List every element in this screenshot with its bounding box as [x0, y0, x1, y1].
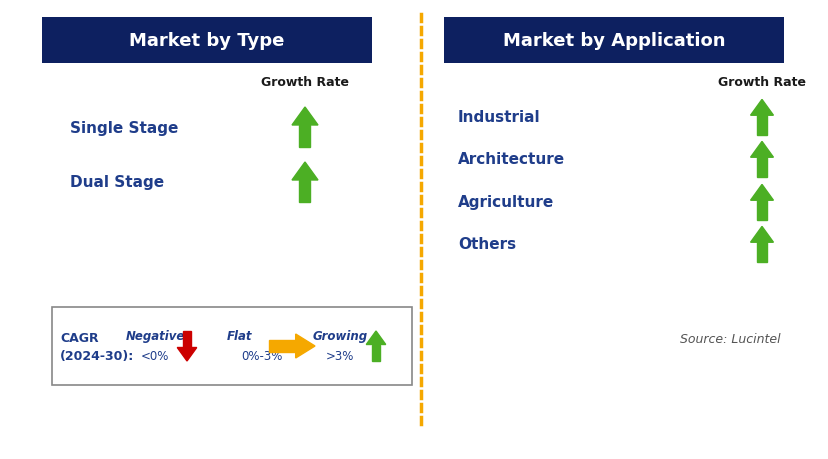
- Text: <0%: <0%: [141, 350, 169, 363]
- Text: Source: Lucintel: Source: Lucintel: [679, 333, 780, 346]
- Bar: [756, 158, 766, 177]
- Polygon shape: [749, 100, 773, 116]
- Bar: [183, 331, 191, 348]
- Text: >3%: >3%: [325, 350, 354, 363]
- Bar: [299, 180, 310, 202]
- Bar: [756, 201, 766, 220]
- Text: Growing: Growing: [312, 330, 367, 343]
- Text: 0%-3%: 0%-3%: [241, 350, 282, 363]
- Bar: [42, 18, 372, 64]
- Text: Flat: Flat: [227, 330, 253, 343]
- Text: CAGR: CAGR: [60, 332, 99, 345]
- Polygon shape: [291, 162, 318, 180]
- Text: Growth Rate: Growth Rate: [717, 75, 805, 88]
- Polygon shape: [749, 185, 773, 201]
- Text: Dual Stage: Dual Stage: [70, 175, 164, 190]
- Text: Others: Others: [457, 237, 516, 252]
- Bar: [268, 340, 296, 352]
- Text: Architecture: Architecture: [457, 152, 565, 167]
- Bar: [299, 126, 310, 148]
- Polygon shape: [366, 331, 385, 345]
- Text: Industrial: Industrial: [457, 110, 540, 125]
- Polygon shape: [749, 227, 773, 243]
- Text: Agriculture: Agriculture: [457, 195, 554, 210]
- Text: (2024-30):: (2024-30):: [60, 350, 134, 363]
- Text: Market by Application: Market by Application: [502, 32, 724, 50]
- Polygon shape: [177, 348, 196, 361]
- Text: Negative: Negative: [125, 330, 185, 343]
- Bar: [756, 116, 766, 135]
- Text: Market by Type: Market by Type: [129, 32, 284, 50]
- Bar: [756, 243, 766, 262]
- Bar: [444, 18, 783, 64]
- Text: Growth Rate: Growth Rate: [261, 75, 349, 88]
- Polygon shape: [749, 142, 773, 158]
- Text: Single Stage: Single Stage: [70, 120, 178, 135]
- Bar: [372, 345, 380, 361]
- Polygon shape: [296, 334, 315, 358]
- Bar: [52, 308, 412, 385]
- Polygon shape: [291, 108, 318, 126]
